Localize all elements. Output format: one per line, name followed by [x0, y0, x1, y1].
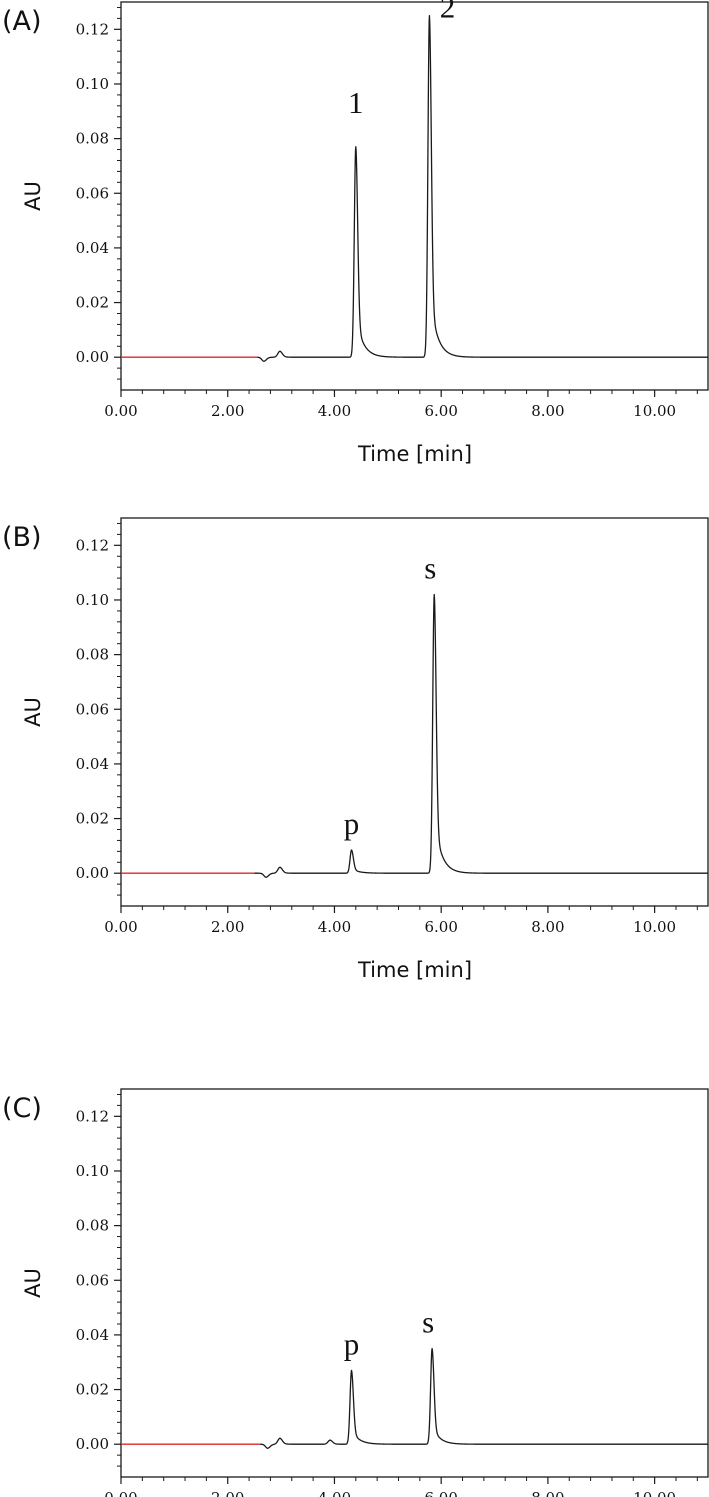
- chromatogram-trace: [254, 593, 709, 878]
- y-tick-label: 0.12: [76, 1107, 109, 1125]
- x-tick-label: 10.00: [633, 1489, 676, 1497]
- y-tick-label: 0.04: [76, 239, 109, 257]
- peak-label: 1: [348, 85, 364, 120]
- x-tick-label: 10.00: [633, 402, 676, 420]
- y-tick-label: 0.00: [76, 864, 109, 882]
- y-tick-label: 0.06: [76, 700, 109, 718]
- x-tick-label: 10.00: [633, 918, 676, 936]
- x-tick-label: 6.00: [424, 1489, 457, 1497]
- x-tick-label: 4.00: [318, 918, 351, 936]
- chromatogram-trace: [259, 1347, 709, 1449]
- x-tick-label: 6.00: [424, 402, 457, 420]
- peak-label: 2: [440, 0, 456, 25]
- y-tick-label: 0.04: [76, 755, 109, 773]
- x-tick-label: 8.00: [531, 402, 564, 420]
- plot-frame: [120, 1, 709, 391]
- x-axis-title: Time [min]: [357, 442, 472, 466]
- panel-label: (A): [2, 6, 42, 37]
- y-tick-label: 0.06: [76, 1271, 109, 1289]
- x-tick-label: 8.00: [531, 918, 564, 936]
- y-axis-title: AU: [21, 697, 45, 727]
- y-tick-label: 0.10: [76, 591, 109, 609]
- y-tick-label: 0.12: [76, 20, 109, 38]
- panel-label: (C): [2, 1093, 42, 1124]
- x-tick-label: 4.00: [318, 1489, 351, 1497]
- x-tick-label: 8.00: [531, 1489, 564, 1497]
- chromatogram-trace: [256, 15, 709, 362]
- y-tick-label: 0.10: [76, 75, 109, 93]
- y-tick-label: 0.04: [76, 1326, 109, 1344]
- x-axis-title: Time [min]: [357, 958, 472, 982]
- y-tick-label: 0.08: [76, 646, 109, 664]
- x-tick-label: 2.00: [211, 1489, 244, 1497]
- x-tick-label: 0.00: [104, 918, 137, 936]
- peak-label: p: [344, 1326, 360, 1361]
- x-tick-label: 6.00: [424, 918, 457, 936]
- chart-panel-1: 0.00 0.02 0.04 0.06 0.08 0.10 0.12 0.00 2.00 4.00…: [2, 0, 709, 466]
- y-tick-label: 0.02: [76, 810, 109, 828]
- y-axis-title: AU: [21, 181, 45, 211]
- chart-panel-3: 0.00 0.02 0.04 0.06 0.08 0.10 0.12 0.00 2.00 4.00…: [2, 1088, 709, 1497]
- x-tick-label: 2.00: [211, 402, 244, 420]
- panel-label: (B): [2, 522, 42, 553]
- plot-frame: [120, 517, 709, 907]
- x-tick-label: 4.00: [318, 402, 351, 420]
- y-tick-label: 0.02: [76, 294, 109, 312]
- y-tick-label: 0.00: [76, 1435, 109, 1453]
- x-tick-label: 0.00: [104, 402, 137, 420]
- y-tick-label: 0.02: [76, 1381, 109, 1399]
- x-tick-label: 0.00: [104, 1489, 137, 1497]
- plot-frame: [120, 1088, 709, 1478]
- peak-label: s: [424, 551, 436, 586]
- y-tick-label: 0.06: [76, 184, 109, 202]
- y-axis-title: AU: [21, 1268, 45, 1298]
- x-tick-label: 2.00: [211, 918, 244, 936]
- y-tick-label: 0.12: [76, 536, 109, 554]
- y-tick-label: 0.00: [76, 348, 109, 366]
- peak-label: s: [422, 1305, 434, 1340]
- y-tick-label: 0.08: [76, 1217, 109, 1235]
- chart-panel-2: 0.00 0.02 0.04 0.06 0.08 0.10 0.12 0.00 2.00 4.00…: [2, 517, 709, 982]
- y-tick-label: 0.08: [76, 130, 109, 148]
- y-tick-label: 0.10: [76, 1162, 109, 1180]
- peak-label: p: [344, 806, 360, 841]
